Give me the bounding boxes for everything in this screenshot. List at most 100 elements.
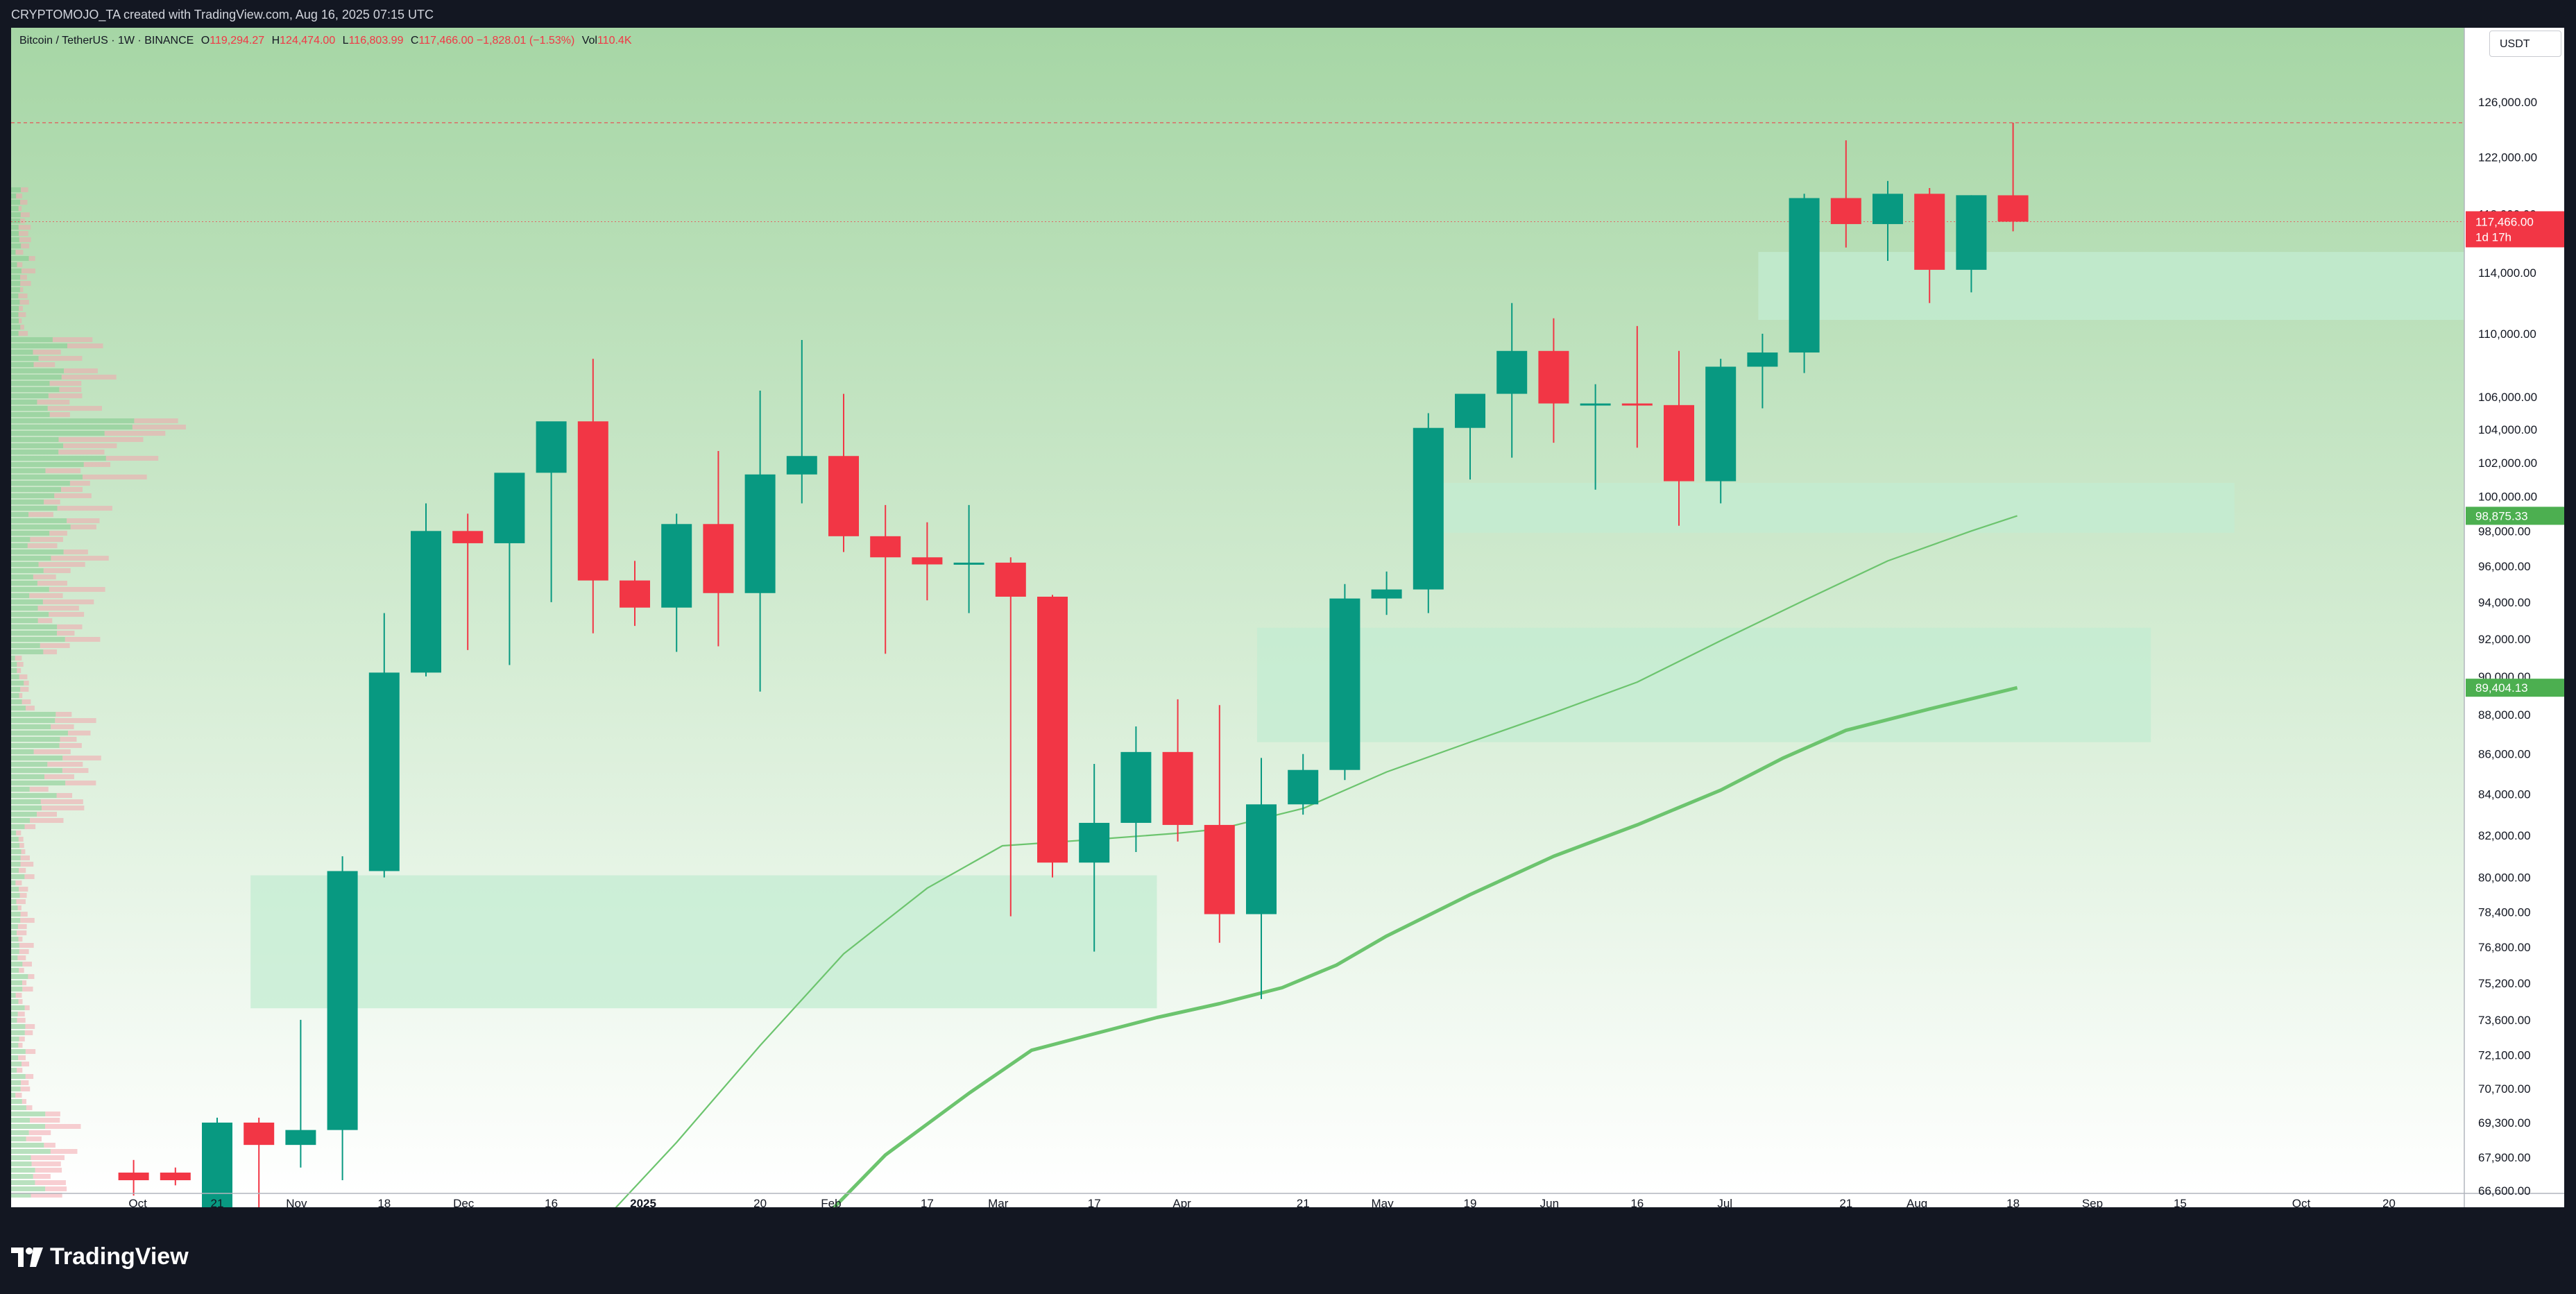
candle-body	[1830, 198, 1861, 224]
candle-body	[995, 562, 1026, 597]
candle-9[interactable]	[452, 513, 484, 650]
candle-14[interactable]	[661, 513, 692, 652]
candle-7[interactable]	[368, 613, 400, 878]
candle-body	[494, 473, 525, 543]
candle-23[interactable]	[1037, 595, 1068, 878]
volume-profile-bar-sell	[17, 905, 22, 910]
candle-45[interactable]	[1956, 195, 1987, 293]
volume-profile-bar-sell	[18, 331, 28, 336]
candle-44[interactable]	[1914, 188, 1945, 303]
volume-profile-bar-buy	[11, 293, 19, 298]
candle-34[interactable]	[1496, 303, 1528, 458]
candle-1[interactable]	[118, 1159, 149, 1196]
legend-close-label: C	[410, 35, 419, 46]
volume-profile-bar-sell	[58, 437, 144, 442]
candle-33[interactable]	[1455, 393, 1485, 480]
candle-6[interactable]	[327, 856, 358, 1181]
volume-profile-bar-sell	[31, 1161, 61, 1166]
volume-profile-bar-buy	[11, 187, 22, 192]
candle-5[interactable]	[285, 1019, 316, 1168]
volume-profile-bar-buy	[11, 531, 50, 536]
volume-profile-bar-sell	[19, 200, 28, 205]
candle-35[interactable]	[1538, 318, 1569, 443]
candle-13[interactable]	[620, 561, 650, 627]
moving-average-badge-label-2: 89,404.13	[2475, 681, 2528, 695]
candle-16[interactable]	[744, 390, 776, 692]
legend-close-value: 117,466.00	[418, 35, 474, 46]
volume-profile-bar-sell	[26, 706, 35, 710]
demand-zone-3	[1424, 482, 2235, 533]
candle-30[interactable]	[1329, 584, 1360, 781]
candle-42[interactable]	[1830, 140, 1861, 248]
currency-selector[interactable]: USDT	[2489, 31, 2561, 57]
volume-profile-bar-buy	[11, 1037, 19, 1041]
price-axis-tick-label: 78,400.00	[2478, 905, 2531, 919]
candle-4[interactable]	[244, 1117, 275, 1207]
candle-27[interactable]	[1204, 705, 1235, 943]
candle-10[interactable]	[494, 473, 525, 665]
price-axis-tick-label: 69,300.00	[2478, 1116, 2531, 1130]
candle-17[interactable]	[786, 340, 817, 504]
candle-46[interactable]	[1997, 122, 2029, 232]
candle-19[interactable]	[870, 504, 901, 654]
candle-25[interactable]	[1120, 726, 1152, 853]
volume-profile-bar-sell	[134, 418, 178, 423]
volume-profile-bar-buy	[11, 331, 19, 336]
candle-body	[1329, 598, 1360, 770]
candle-11[interactable]	[536, 421, 567, 602]
candle-body	[202, 1122, 232, 1207]
volume-profile-bar-sell	[15, 993, 22, 998]
candle-28[interactable]	[1246, 758, 1277, 999]
volume-profile-bar-buy	[11, 1055, 19, 1060]
price-axis-tick-label: 102,000.00	[2478, 457, 2537, 470]
candle-body	[870, 536, 901, 558]
volume-profile-bar-buy	[11, 468, 46, 473]
candle-41[interactable]	[1789, 194, 1820, 373]
volume-profile-bar-sell	[132, 425, 186, 429]
candle-15[interactable]	[703, 451, 734, 647]
chart-frame: 126,000.00122,000.00118,000.00114,000.00…	[11, 28, 2564, 1207]
volume-profile-bar-buy	[11, 587, 49, 592]
volume-profile-bar-buy	[11, 674, 19, 679]
candle-31[interactable]	[1371, 571, 1402, 615]
volume-profile-bar-sell	[65, 637, 101, 642]
volume-profile-bar-buy	[11, 450, 59, 454]
volume-profile-bar-sell	[63, 550, 88, 554]
candle-12[interactable]	[577, 359, 608, 633]
volume-profile-bar-sell	[45, 1186, 67, 1191]
volume-profile-bar-buy	[11, 924, 18, 929]
price-chart[interactable]: 126,000.00122,000.00118,000.00114,000.00…	[11, 28, 2564, 1207]
volume-profile-bar-sell	[24, 1030, 33, 1035]
candle-37[interactable]	[1621, 325, 1653, 448]
volume-profile-bar-buy	[11, 350, 33, 355]
candle-26[interactable]	[1162, 699, 1193, 842]
candle-24[interactable]	[1079, 764, 1110, 952]
volume-profile-bar-sell	[18, 1043, 23, 1048]
volume-profile-bar-buy	[11, 943, 19, 948]
volume-profile-bar-buy	[11, 393, 49, 398]
candle-29[interactable]	[1288, 754, 1319, 815]
candle-32[interactable]	[1413, 413, 1444, 613]
candle-22[interactable]	[995, 557, 1026, 917]
candle-20[interactable]	[912, 522, 943, 601]
legend-symbol[interactable]: Bitcoin / TetherUS · 1W · BINANCE	[19, 35, 194, 46]
candle-43[interactable]	[1873, 180, 1903, 261]
time-axis-tick-label: Mar	[988, 1197, 1009, 1207]
candle-body	[452, 531, 484, 543]
volume-profile-bar-sell	[49, 587, 105, 592]
tradingview-logo[interactable]: TradingView	[11, 1243, 189, 1270]
candle-body	[1246, 804, 1277, 914]
volume-profile-bar-buy	[11, 475, 83, 479]
candle-8[interactable]	[411, 503, 441, 676]
candle-2[interactable]	[160, 1167, 191, 1186]
volume-profile-bar-sell	[35, 1180, 66, 1185]
candle-38[interactable]	[1664, 350, 1694, 526]
volume-profile-bar-buy	[11, 787, 30, 792]
volume-profile-bar-sell	[35, 1168, 62, 1173]
candle-39[interactable]	[1705, 359, 1737, 504]
candle-18[interactable]	[828, 393, 859, 552]
candle-40[interactable]	[1747, 334, 1778, 409]
candle-36[interactable]	[1580, 384, 1611, 490]
candle-body	[1873, 194, 1903, 224]
candle-21[interactable]	[953, 504, 984, 613]
